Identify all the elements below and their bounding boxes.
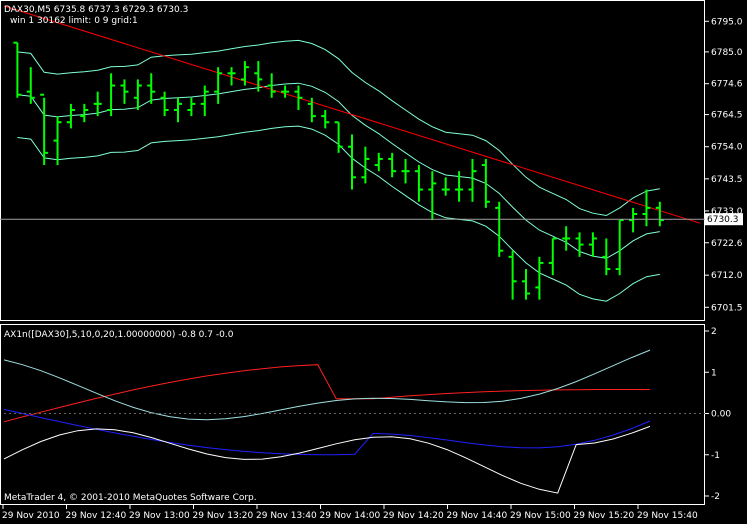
price-bar <box>374 152 383 172</box>
price-bar <box>240 61 249 86</box>
price-bar <box>267 73 276 98</box>
price-bar <box>334 121 343 153</box>
price-bar <box>441 177 450 196</box>
time-tick-label: 29 Nov 14:20 <box>383 511 444 521</box>
price-bar <box>13 41 22 98</box>
price-bar <box>187 97 196 117</box>
price-bar <box>147 73 156 104</box>
price-tick-label: 6774.6 <box>711 80 743 90</box>
price-bar <box>575 232 584 257</box>
trend-line-segment <box>3 5 701 224</box>
indicator-blue-line <box>3 408 651 456</box>
time-tick-label: 29 Nov 14:40 <box>447 511 508 521</box>
price-bar <box>174 97 182 123</box>
price-bar <box>508 250 517 300</box>
indicator-tick-label: -2 <box>711 492 720 502</box>
price-bar <box>307 97 316 123</box>
indicator-tick-label: 2 <box>711 327 717 337</box>
price-bar <box>468 158 477 202</box>
price-bar <box>133 79 142 110</box>
copyright-text: MetaTrader 4, © 2001-2010 MetaQuotes Sof… <box>4 493 257 503</box>
price-bar <box>428 171 437 221</box>
indicator-tick-label: 1 <box>711 368 717 378</box>
price-tick-label: 6754.0 <box>711 143 743 153</box>
price-bar <box>655 201 664 227</box>
indicator-tick-label: 0.00 <box>711 410 731 420</box>
price-bar <box>348 134 356 190</box>
price-tick-label: 6764.5 <box>711 111 743 121</box>
indicator-lines <box>3 349 705 494</box>
price-bar <box>388 152 397 178</box>
indicator-tick-label: -1 <box>711 451 720 461</box>
price-bar <box>26 67 35 104</box>
time-tick-label: 29 Nov 15:00 <box>510 511 571 521</box>
indicator-aqua-line <box>3 349 651 421</box>
price-bar <box>455 171 464 202</box>
price-bar <box>588 232 597 257</box>
price-bar <box>281 85 290 98</box>
time-tick-label: 29 Nov 12:40 <box>66 511 127 521</box>
time-tick-label: 29 Nov 14:00 <box>320 511 381 521</box>
price-bar <box>642 189 651 227</box>
price-bar <box>602 238 611 276</box>
current-price-box <box>705 213 743 226</box>
price-tick-label: 6712.0 <box>711 271 743 281</box>
time-axis: 29 Nov 2010 29 Nov 12:40 29 Nov 13:00 29 No… <box>2 505 698 521</box>
indicator-white-line <box>3 425 651 494</box>
main-panel-frame <box>0 0 705 321</box>
price-bar <box>53 116 62 166</box>
price-bar <box>562 226 571 251</box>
middle-band <box>17 82 660 259</box>
main-panel-header-sub: win 1 30162 limit: 0 9 grid:1 <box>10 16 138 26</box>
price-bar <box>629 207 638 233</box>
price-bar <box>294 85 303 110</box>
indicator-red-line <box>3 364 650 423</box>
band-lines <box>17 39 660 302</box>
price-bars <box>13 41 664 300</box>
price-bar <box>107 73 116 117</box>
price-bar <box>227 67 236 86</box>
price-axis: 6795.0 6785.0 6774.6 6764.5 6754.0 6743.5 6733… <box>705 17 743 313</box>
price-bar <box>495 201 504 257</box>
time-tick-label: 29 Nov 15:20 <box>574 511 635 521</box>
price-bar <box>214 67 223 104</box>
indicator-panel-header: AX1n([DAX30],5,10,0,20,1.00000000) -0.8 … <box>4 330 234 340</box>
price-bar <box>615 219 624 276</box>
price-bar <box>548 237 557 276</box>
price-bar <box>160 91 169 117</box>
price-tick-label: 6743.5 <box>711 175 743 185</box>
current-price-label: 6730.3 <box>707 215 739 225</box>
price-bar <box>481 158 490 208</box>
price-tick-label: 6795.0 <box>711 17 743 27</box>
price-bar <box>80 103 89 123</box>
price-tick-label: 6722.6 <box>711 239 743 249</box>
price-bar <box>254 61 263 92</box>
upper-band <box>17 39 660 217</box>
time-tick-label: 29 Nov 15:40 <box>637 511 698 521</box>
indicator-panel-frame <box>0 324 705 505</box>
time-tick-label: 29 Nov 2010 <box>2 511 60 521</box>
price-tick-label: 6785.0 <box>711 48 743 58</box>
price-bar <box>93 91 102 117</box>
main-panel-header: DAX30,M5 6735.8 6737.3 6729.3 6730.3 <box>4 5 188 15</box>
trend-line <box>3 5 701 224</box>
price-bar <box>200 85 209 117</box>
price-bar <box>522 269 530 300</box>
price-bar <box>361 146 370 184</box>
price-bar <box>66 103 75 129</box>
indicator-axis: 2 1 0.00 -1 -2 <box>705 327 731 502</box>
price-bar <box>120 79 129 104</box>
time-tick-label: 29 Nov 13:40 <box>256 511 317 521</box>
time-tick-label: 29 Nov 13:00 <box>129 511 190 521</box>
price-bar <box>40 93 49 166</box>
price-bar <box>535 256 544 300</box>
time-tick-label: 29 Nov 13:20 <box>193 511 254 521</box>
price-bar <box>414 165 423 202</box>
price-bar <box>321 110 330 129</box>
price-tick-label: 6701.5 <box>711 303 743 313</box>
price-bar <box>401 158 410 184</box>
price-tick-label: 6733.0 <box>711 207 743 217</box>
